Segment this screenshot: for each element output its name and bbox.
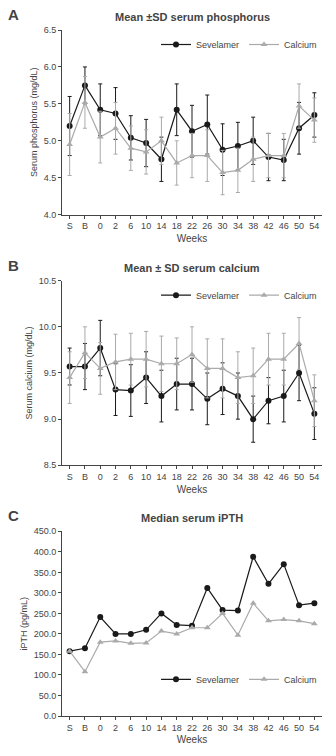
svg-text:34: 34	[233, 472, 243, 482]
svg-text:Mean ±SD serum phosphorus: Mean ±SD serum phosphorus	[115, 11, 270, 23]
svg-text:22: 22	[187, 723, 197, 733]
svg-text:Sevelamer: Sevelamer	[196, 40, 239, 50]
svg-text:B: B	[8, 257, 19, 274]
svg-text:5.0: 5.0	[44, 136, 57, 146]
svg-text:10.5: 10.5	[39, 276, 57, 286]
svg-text:10: 10	[141, 472, 151, 482]
svg-text:9.5: 9.5	[44, 368, 57, 378]
svg-text:42: 42	[263, 472, 273, 482]
svg-text:46: 46	[279, 472, 289, 482]
svg-text:6: 6	[128, 221, 133, 231]
svg-text:4.5: 4.5	[44, 173, 57, 183]
svg-text:8.5: 8.5	[44, 460, 57, 470]
svg-text:S: S	[67, 723, 73, 733]
svg-text:50.0: 50.0	[39, 691, 57, 701]
svg-text:400.0: 400.0	[34, 547, 57, 557]
svg-text:6.0: 6.0	[44, 62, 57, 72]
svg-text:A: A	[8, 6, 19, 23]
svg-text:10: 10	[141, 723, 151, 733]
svg-text:50: 50	[294, 472, 304, 482]
svg-text:30: 30	[218, 723, 228, 733]
svg-text:54: 54	[309, 472, 319, 482]
svg-text:B: B	[82, 723, 88, 733]
svg-text:26: 26	[202, 221, 212, 231]
svg-text:0: 0	[98, 472, 103, 482]
svg-text:S: S	[67, 221, 73, 231]
svg-text:30: 30	[218, 221, 228, 231]
svg-text:5.5: 5.5	[44, 99, 57, 109]
svg-text:34: 34	[233, 221, 243, 231]
svg-text:200.0: 200.0	[34, 629, 57, 639]
svg-text:6: 6	[128, 723, 133, 733]
svg-text:10.0: 10.0	[39, 322, 57, 332]
svg-text:C: C	[8, 507, 19, 524]
svg-text:2: 2	[113, 221, 118, 231]
svg-text:0: 0	[98, 723, 103, 733]
svg-text:Weeks: Weeks	[177, 734, 207, 745]
svg-text:46: 46	[279, 221, 289, 231]
svg-text:38: 38	[248, 472, 258, 482]
svg-text:0.0: 0.0	[44, 711, 57, 721]
svg-text:14: 14	[156, 723, 166, 733]
svg-text:iPTH (pg/mL): iPTH (pg/mL)	[19, 597, 29, 651]
svg-text:54: 54	[309, 723, 319, 733]
svg-text:9.0: 9.0	[44, 414, 57, 424]
svg-text:Median serum iPTH: Median serum iPTH	[141, 512, 243, 524]
svg-text:14: 14	[156, 472, 166, 482]
svg-text:26: 26	[202, 472, 212, 482]
svg-text:38: 38	[248, 221, 258, 231]
svg-text:2: 2	[113, 472, 118, 482]
svg-text:2: 2	[113, 723, 118, 733]
svg-text:Serum phosphorus (mg/dL): Serum phosphorus (mg/dL)	[29, 68, 39, 178]
svg-text:4.0: 4.0	[44, 210, 57, 220]
svg-text:10: 10	[141, 221, 151, 231]
svg-text:0: 0	[98, 221, 103, 231]
svg-text:34: 34	[233, 723, 243, 733]
svg-text:18: 18	[172, 723, 182, 733]
svg-text:22: 22	[187, 221, 197, 231]
svg-text:150.0: 150.0	[34, 650, 57, 660]
svg-text:26: 26	[202, 723, 212, 733]
svg-text:B: B	[82, 472, 88, 482]
svg-text:250.0: 250.0	[34, 609, 57, 619]
svg-text:50: 50	[294, 723, 304, 733]
svg-text:54: 54	[309, 221, 319, 231]
svg-text:18: 18	[172, 472, 182, 482]
svg-text:Sevelamer: Sevelamer	[196, 675, 239, 685]
svg-text:Calcium: Calcium	[284, 291, 317, 301]
svg-text:14: 14	[156, 221, 166, 231]
svg-text:6: 6	[128, 472, 133, 482]
svg-text:B: B	[82, 221, 88, 231]
svg-text:S: S	[67, 472, 73, 482]
svg-text:30: 30	[218, 472, 228, 482]
svg-text:38: 38	[248, 723, 258, 733]
svg-text:Calcium: Calcium	[284, 675, 317, 685]
svg-text:300.0: 300.0	[34, 588, 57, 598]
svg-text:450.0: 450.0	[34, 526, 57, 536]
svg-text:50: 50	[294, 221, 304, 231]
svg-text:22: 22	[187, 472, 197, 482]
svg-text:46: 46	[279, 723, 289, 733]
svg-text:Weeks: Weeks	[177, 233, 207, 244]
svg-text:Serum calcium (mg/dL): Serum calcium (mg/dL)	[24, 326, 34, 419]
svg-text:Weeks: Weeks	[177, 484, 207, 495]
svg-text:42: 42	[263, 723, 273, 733]
svg-text:Calcium: Calcium	[284, 40, 317, 50]
svg-text:42: 42	[263, 221, 273, 231]
svg-text:Sevelamer: Sevelamer	[196, 291, 239, 301]
svg-text:Mean ± SD serum calcium: Mean ± SD serum calcium	[124, 262, 260, 274]
svg-text:350.0: 350.0	[34, 568, 57, 578]
svg-text:100.0: 100.0	[34, 670, 57, 680]
svg-text:18: 18	[172, 221, 182, 231]
svg-text:6.5: 6.5	[44, 25, 57, 35]
